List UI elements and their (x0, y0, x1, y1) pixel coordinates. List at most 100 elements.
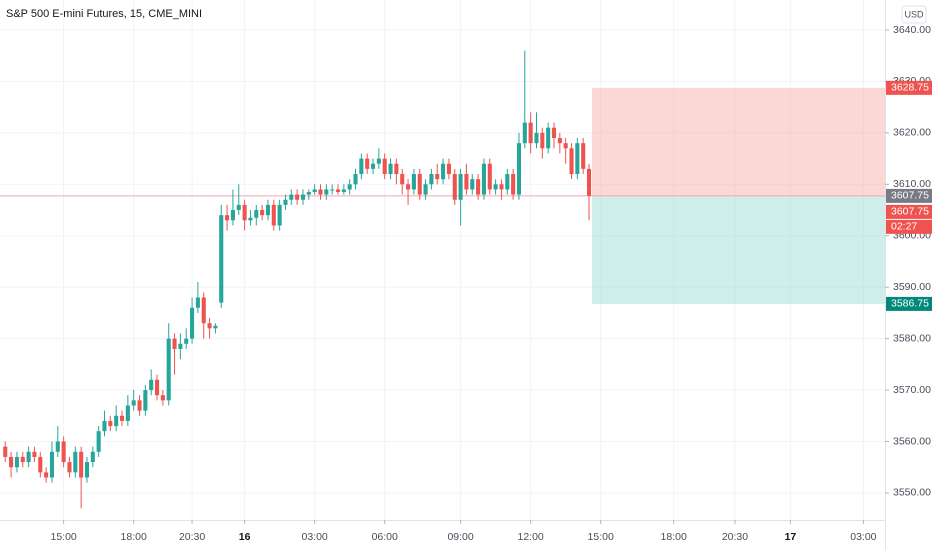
candle-body (546, 127, 551, 149)
candle-body (260, 210, 265, 216)
candle-body (38, 456, 43, 473)
candle-body (417, 174, 422, 195)
price-label: 3607.75 (891, 190, 929, 202)
price-label: 3586.75 (891, 298, 929, 310)
candle-body (143, 390, 148, 411)
candle-body (312, 189, 317, 193)
x-tick-label: 20:30 (179, 531, 205, 543)
candle-body (55, 441, 60, 452)
price-label: 3607.75 (891, 206, 929, 218)
candle-body (370, 163, 376, 169)
candle-body (452, 174, 457, 200)
x-tick-label: 09:00 (447, 531, 473, 543)
candle-body (470, 179, 475, 190)
price-label-box (886, 80, 932, 95)
price-label-box (886, 204, 932, 219)
candle-body (476, 179, 481, 195)
candle-body (330, 189, 335, 191)
y-tick-label: 3580.00 (893, 332, 931, 344)
candle-body (388, 163, 393, 175)
countdown: 02:27 (891, 221, 917, 233)
candle-body (581, 143, 586, 169)
candle-body (108, 420, 113, 427)
candle-body (493, 184, 498, 190)
x-tick-label: 03:00 (302, 531, 328, 543)
candle-body (172, 338, 177, 349)
candle-body (14, 456, 19, 468)
stop-zone (591, 87, 885, 196)
x-tick-label: 15:00 (50, 531, 76, 543)
candle-body (271, 204, 276, 226)
candle-body (119, 415, 125, 421)
candle-body (125, 405, 130, 421)
candle-body (154, 379, 160, 396)
candle-body (359, 158, 364, 175)
y-tick-label: 3590.00 (893, 281, 931, 293)
currency-button[interactable] (901, 5, 927, 24)
candle-body (160, 395, 165, 401)
candle-body (306, 192, 311, 195)
candle-body (44, 472, 49, 478)
y-tick-label: 3570.00 (893, 384, 931, 396)
x-tick-label: 12:00 (518, 531, 544, 543)
candle-body (277, 204, 282, 226)
candle-body (32, 451, 37, 457)
candle-body (353, 174, 358, 185)
candle-body (26, 451, 31, 463)
candle-body (131, 400, 136, 406)
target-zone (591, 195, 885, 304)
candle-body (219, 215, 224, 303)
candle-body (441, 163, 446, 180)
candle-body (225, 215, 230, 221)
candle-body (79, 451, 84, 478)
candle-body (166, 338, 171, 401)
candle-body (540, 132, 545, 149)
candle-body (96, 431, 101, 452)
x-tick-label: 17 (785, 531, 797, 543)
candle-body (137, 400, 142, 411)
candle-body (563, 143, 568, 149)
candle-body (20, 456, 25, 463)
candle-body (505, 174, 510, 190)
y-tick-label: 3620.00 (893, 127, 931, 139)
candle-body (575, 143, 580, 175)
candle-body (522, 122, 527, 144)
countdown-box (886, 219, 932, 234)
candle-body (213, 325, 218, 329)
candle-body (283, 199, 288, 205)
x-tick-label: 18:00 (661, 531, 687, 543)
x-tick-label: 20:30 (722, 531, 748, 543)
candle-body (516, 143, 522, 195)
candle-body (511, 174, 516, 195)
y-tick-label: 3610.00 (893, 178, 931, 190)
candle-body (318, 189, 323, 195)
candle-body (481, 163, 486, 195)
candle-body (464, 174, 469, 190)
currency: USD (904, 9, 924, 19)
chart-title: S&P 500 E-mini Futures, 15, CME_MINI (6, 8, 202, 20)
candle-body (423, 184, 428, 195)
x-tick-label: 06:00 (372, 531, 398, 543)
candle-body (295, 194, 300, 200)
y-tick-label: 3550.00 (893, 487, 931, 499)
candle-body (335, 189, 341, 193)
candle-body (534, 132, 539, 144)
x-tick-label: 16 (239, 531, 251, 543)
candle-body (9, 456, 14, 468)
candle-body (499, 184, 504, 190)
candle-body (207, 323, 212, 329)
candle-body (376, 158, 381, 164)
candle-body (551, 127, 557, 139)
candle-body (102, 420, 107, 432)
candle-body (195, 297, 200, 308)
candle-body (90, 451, 95, 463)
price-label: 3628.75 (891, 82, 929, 94)
candle-body (324, 189, 329, 195)
candle-body (73, 451, 78, 473)
candle-body (347, 184, 352, 190)
candle-body (400, 174, 405, 185)
candle-body (569, 148, 574, 175)
candle-body (341, 189, 346, 193)
price-label-box (886, 296, 932, 311)
candle-body (557, 138, 562, 144)
